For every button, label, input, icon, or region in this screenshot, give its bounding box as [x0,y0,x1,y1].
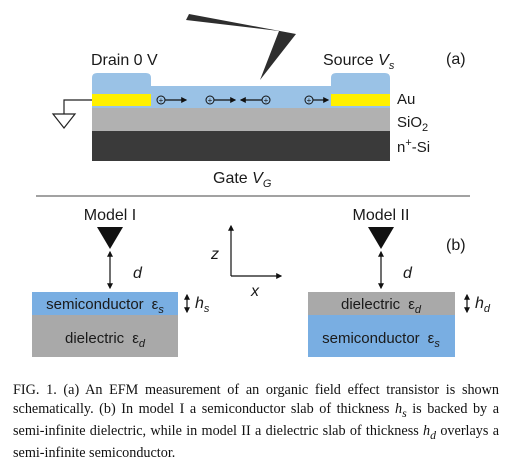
drain-electrode [92,94,151,106]
model-2: Model II d dielectric εd semiconductor εs … [308,207,491,357]
dielectric-label: dielectric εd [65,330,146,350]
semiconductor-label: semiconductor εs [322,330,440,350]
svg-text:+: + [307,96,312,105]
drain-label: Drain 0 V [91,52,158,69]
efm-cantilever [186,14,296,80]
au-label: Au [397,91,415,108]
probe-tip-icon [368,227,394,249]
coordinate-axes: z x [210,224,283,300]
d-label: d [403,265,413,282]
model-1: Model I d semiconductor εs dielectric εd h… [32,207,210,357]
figure-diagram: + + + + Drain 0 V Source Vs (a) Au SiO2 … [32,14,491,357]
model-2-title: Model II [353,207,410,224]
source-electrode [331,94,390,106]
panel-a: + + + + Drain 0 V Source Vs (a) Au SiO2 … [51,14,466,190]
x-axis-label: x [250,283,260,300]
thickness-label: hd [475,295,491,315]
ground-icon [51,113,77,129]
svg-text:+: + [159,96,164,105]
source-label: Source Vs [323,52,395,72]
dielectric-label: dielectric εd [341,296,422,316]
semiconductor-slab [32,292,178,315]
sio2-layer [92,108,390,131]
panel-b: (b) Model I d semiconductor εs dielectric… [32,207,491,357]
charge-carrier: + [156,95,188,105]
svg-text:+: + [208,96,213,105]
panel-a-label: (a) [446,51,466,68]
dielectric-halfspace [32,315,178,357]
charge-carrier: + [239,95,271,105]
z-axis-label: z [210,246,219,263]
charge-carrier: + [304,95,330,105]
semiconductor-halfspace [308,315,455,357]
svg-text:+: + [264,96,269,105]
charge-carrier: + [205,95,237,105]
gate-label: Gate VG [213,170,272,190]
si-label: n+-Si [397,137,430,156]
semiconductor-film [92,73,390,108]
thickness-label: hs [195,295,210,315]
probe-tip-icon [97,227,123,249]
d-label: d [133,265,143,282]
silicon-layer [92,131,390,161]
sio2-label: SiO2 [397,114,428,134]
dielectric-slab [308,292,455,315]
ground-wire [63,99,92,114]
model-1-title: Model I [84,207,136,224]
panel-b-label: (b) [446,237,466,254]
semiconductor-label: semiconductor εs [46,296,164,316]
figure-caption: FIG. 1. (a) An EFM measurement of an org… [13,382,499,462]
